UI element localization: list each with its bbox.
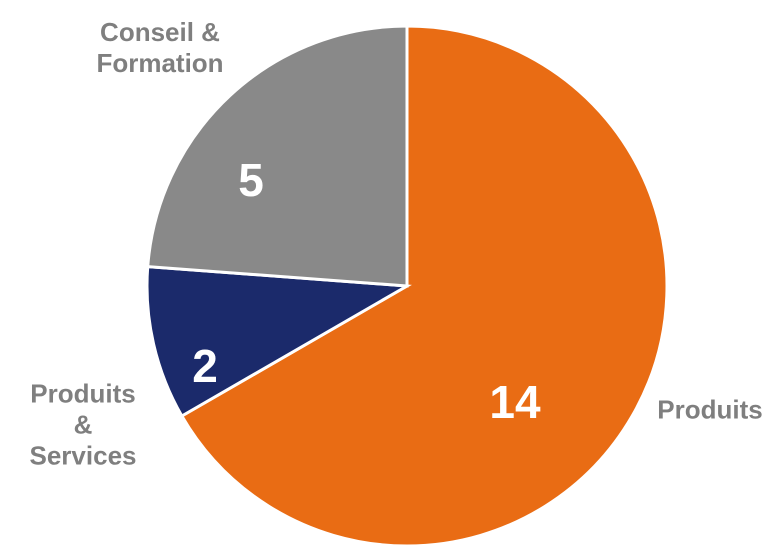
pie-slice (179, 24, 669, 547)
category-label: Conseil & Formation (96, 17, 224, 78)
value-label: 2 (192, 340, 218, 392)
pie-slice (146, 24, 409, 288)
value-label: 5 (238, 154, 264, 206)
pie-slice (145, 264, 412, 419)
value-label: 14 (489, 376, 541, 428)
category-label: Produits (657, 394, 763, 425)
category-label: Produits & Services (29, 378, 137, 471)
